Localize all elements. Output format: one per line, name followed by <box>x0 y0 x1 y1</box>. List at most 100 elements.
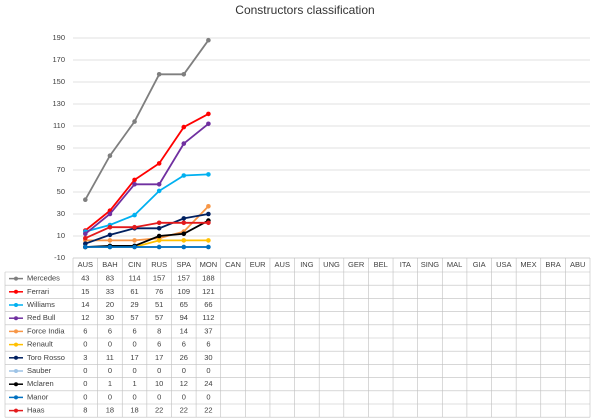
data-point <box>83 244 88 250</box>
table-value: 112 <box>202 313 214 322</box>
x-tick-label: BRA <box>545 260 560 269</box>
table-value: 57 <box>130 313 138 322</box>
table-value: 14 <box>81 300 89 309</box>
data-point <box>132 224 137 230</box>
table-value: 12 <box>180 379 188 388</box>
data-point <box>206 244 211 250</box>
table-value: 24 <box>204 379 212 388</box>
data-point <box>181 124 187 130</box>
x-tick-label: ABU <box>570 260 585 269</box>
legend-marker <box>14 382 18 387</box>
table-value: 83 <box>106 274 114 283</box>
y-tick-label: 70 <box>57 165 65 174</box>
legend-label: Sauber <box>27 366 52 375</box>
table-value: 0 <box>132 366 136 375</box>
x-tick-label: SING <box>421 260 440 269</box>
table-value: 37 <box>204 326 212 335</box>
table-value: 15 <box>81 287 89 296</box>
data-point <box>132 177 137 183</box>
x-tick-label: GER <box>348 260 365 269</box>
table-value: 121 <box>202 287 215 296</box>
x-tick-label: BEL <box>374 260 388 269</box>
series-line <box>85 205 210 242</box>
data-point <box>156 72 162 77</box>
legend-label: Ferrari <box>27 287 49 296</box>
series-line <box>85 219 209 248</box>
x-tick-label: CIN <box>128 260 141 269</box>
table-value: 29 <box>130 300 138 309</box>
table-value: 76 <box>155 287 163 296</box>
legend-marker <box>14 369 18 373</box>
data-point <box>156 182 162 187</box>
data-point <box>181 216 187 221</box>
x-tick-label: AUS <box>78 260 93 269</box>
legend-marker <box>14 355 18 360</box>
table-value: 0 <box>108 392 112 401</box>
table-value: 0 <box>157 392 161 401</box>
data-point <box>206 211 211 217</box>
series-line <box>84 213 209 245</box>
legend-marker <box>14 395 18 400</box>
table-value: 114 <box>129 274 141 283</box>
legend-marker <box>14 303 18 307</box>
data-point <box>156 238 162 243</box>
data-point <box>206 220 211 226</box>
data-point <box>181 238 187 243</box>
legend-label: Force India <box>27 326 65 335</box>
x-tick-label: MEX <box>520 260 536 269</box>
table-value: 8 <box>157 326 161 335</box>
y-tick-label: 30 <box>57 209 65 218</box>
data-point <box>107 153 113 158</box>
legend-marker <box>14 329 18 334</box>
data-point <box>206 111 211 117</box>
table-value: 6 <box>132 326 136 335</box>
x-tick-label: CAN <box>225 260 241 269</box>
y-tick-label: 190 <box>52 33 65 42</box>
legend-label: Renault <box>27 340 54 349</box>
table-value: 94 <box>180 313 188 322</box>
table-value: 6 <box>157 340 161 349</box>
data-point <box>206 204 211 209</box>
legend-marker <box>14 276 18 281</box>
x-tick-label: RUS <box>151 260 167 269</box>
table-value: 66 <box>204 300 212 309</box>
table-value: 17 <box>130 353 138 362</box>
y-tick-label: 170 <box>52 55 65 64</box>
data-point <box>181 220 187 226</box>
x-tick-label: EUR <box>250 260 266 269</box>
table-value: 33 <box>106 287 114 296</box>
table-value: 0 <box>83 366 87 375</box>
table-value: 22 <box>204 406 212 415</box>
table-value: 1 <box>132 379 136 388</box>
table-value: 0 <box>157 366 161 375</box>
table-value: 61 <box>130 287 138 296</box>
table-value: 6 <box>108 326 112 335</box>
legend-label: Manor <box>27 392 49 401</box>
table-value: 12 <box>81 313 89 322</box>
data-point <box>107 232 113 238</box>
table-value: 0 <box>83 379 87 388</box>
table-value: 51 <box>155 300 163 309</box>
table-value: 0 <box>108 340 112 349</box>
table-value: 22 <box>155 406 163 415</box>
table-value: 0 <box>83 340 87 349</box>
data-point <box>132 182 137 187</box>
data-point <box>181 173 187 178</box>
table-value: 188 <box>202 274 215 283</box>
series-line <box>84 113 209 232</box>
table-value: 18 <box>130 406 138 415</box>
table-value: 157 <box>153 274 166 283</box>
data-point <box>156 161 162 166</box>
table-value: 0 <box>182 392 186 401</box>
chart-title: Constructors classification <box>235 3 374 17</box>
table-value: 0 <box>182 366 186 375</box>
table-value: 10 <box>155 379 163 388</box>
table-value: 43 <box>81 274 89 283</box>
data-point <box>107 244 113 250</box>
data-point <box>83 241 88 246</box>
table-value: 0 <box>132 340 136 349</box>
legend-marker <box>14 289 18 294</box>
data-point <box>206 238 211 243</box>
legend-label: Mclaren <box>27 379 54 388</box>
data-point <box>206 172 211 177</box>
